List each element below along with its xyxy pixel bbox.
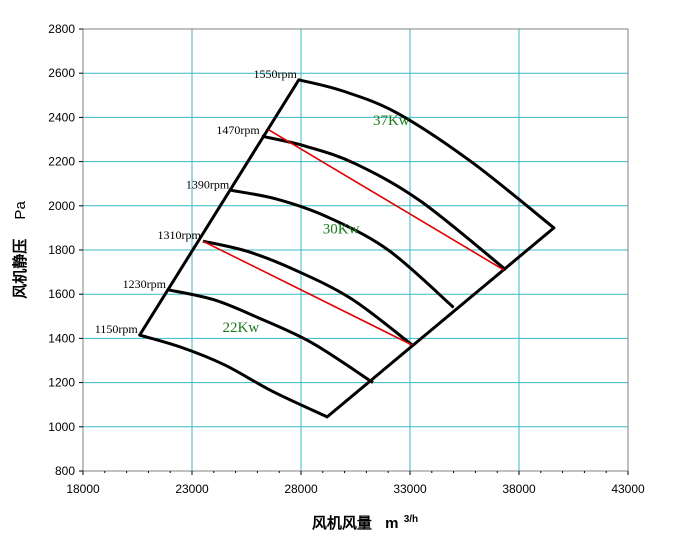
rpm-label: 1550rpm bbox=[253, 67, 297, 81]
y-axis-unit: Pa bbox=[12, 201, 29, 220]
envelope-line bbox=[138, 78, 301, 337]
x-axis-title: 风机风量 m 3/h bbox=[312, 514, 418, 532]
rpm-label: 1150rpm bbox=[95, 322, 139, 336]
fan-curve bbox=[167, 288, 374, 384]
power-label: 37Kw bbox=[373, 113, 410, 129]
y-tick-label: 1800 bbox=[48, 243, 75, 257]
x-axis-unit-sup: 3/h bbox=[404, 514, 418, 525]
x-tick-label: 23000 bbox=[175, 482, 209, 496]
fan-curves bbox=[139, 78, 555, 419]
fan-curve bbox=[202, 239, 414, 347]
curve-labels: 1150rpm 1230rpm 1310rpm 1390rpm 1470rpm 1550r… bbox=[95, 67, 298, 336]
power-label: 22Kw bbox=[223, 320, 260, 336]
x-tick-label: 38000 bbox=[502, 482, 536, 496]
y-tick-label: 2200 bbox=[48, 155, 75, 169]
fan-curve bbox=[230, 188, 455, 309]
y-tick-label: 2000 bbox=[48, 199, 75, 213]
envelope-line bbox=[325, 226, 556, 419]
power-lines: 22Kw 30Kw 37Kw bbox=[202, 113, 505, 346]
y-tick-label: 2400 bbox=[48, 110, 75, 124]
x-axis-title-text: 风机风量 bbox=[312, 514, 372, 532]
rpm-label: 1310rpm bbox=[158, 228, 202, 242]
rpm-label: 1230rpm bbox=[123, 277, 167, 291]
x-tick-label: 18000 bbox=[66, 482, 100, 496]
y-axis-title: 风机静压 Pa bbox=[11, 201, 29, 299]
power-boundary-line bbox=[267, 128, 505, 271]
y-tick-label: 2800 bbox=[48, 22, 75, 36]
axis-ticks: 18000 23000 28000 33000 38000 43000 800 1000 120… bbox=[48, 22, 645, 496]
power-boundary-line bbox=[202, 240, 413, 346]
fan-curve bbox=[261, 134, 507, 272]
rpm-label: 1390rpm bbox=[186, 177, 230, 191]
x-tick-label: 28000 bbox=[284, 482, 318, 496]
grid bbox=[83, 29, 628, 471]
x-axis-unit: m bbox=[385, 515, 398, 532]
y-tick-label: 800 bbox=[55, 464, 75, 478]
x-tick-label: 43000 bbox=[611, 482, 645, 496]
y-tick-label: 1400 bbox=[48, 331, 75, 345]
x-tick-label: 33000 bbox=[393, 482, 427, 496]
fan-curve bbox=[139, 333, 328, 419]
y-tick-label: 2600 bbox=[48, 66, 75, 80]
y-tick-label: 1600 bbox=[48, 287, 75, 301]
rpm-label: 1470rpm bbox=[216, 123, 260, 137]
y-axis-title-text: 风机静压 bbox=[11, 239, 29, 299]
power-label: 30Kw bbox=[323, 221, 360, 237]
y-tick-label: 1200 bbox=[48, 376, 75, 390]
envelope bbox=[138, 78, 556, 419]
y-tick-label: 1000 bbox=[48, 420, 75, 434]
fan-curve bbox=[298, 78, 555, 230]
